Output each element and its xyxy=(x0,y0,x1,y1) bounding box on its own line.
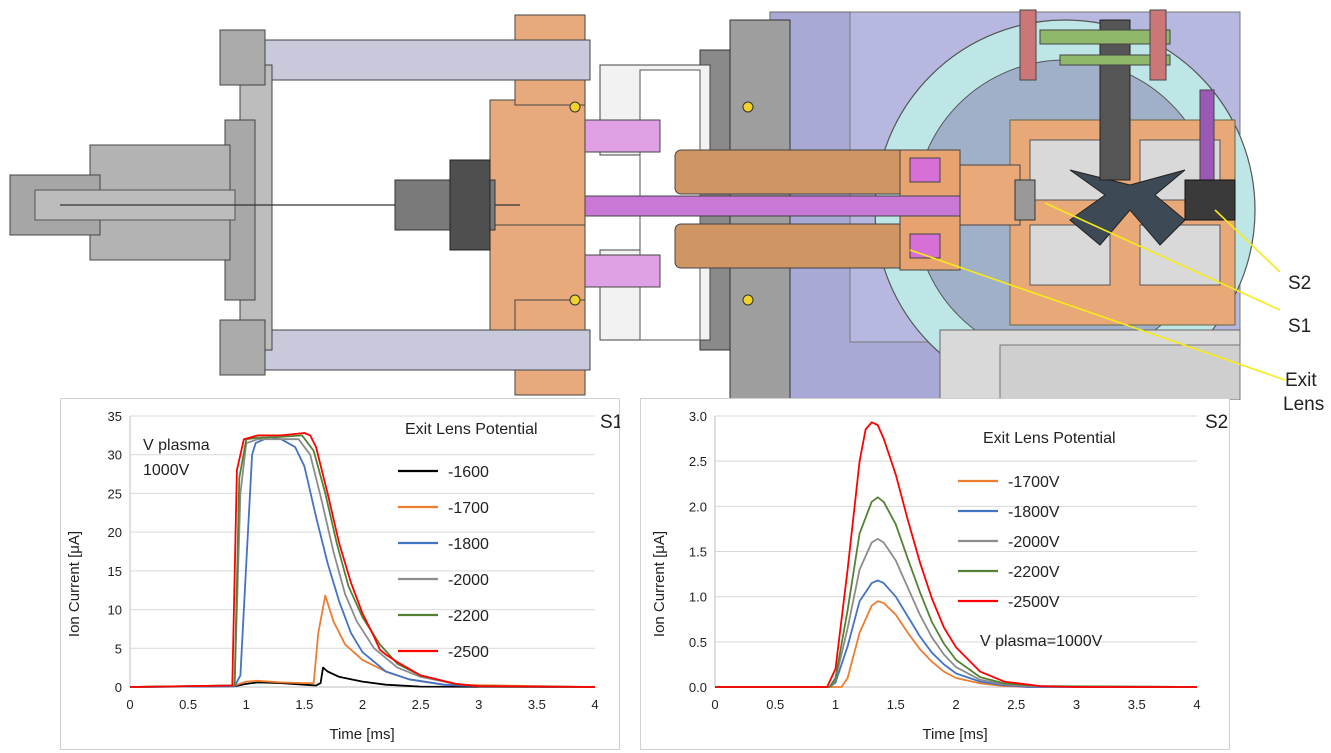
x-tick-label: 0 xyxy=(711,697,718,712)
legend-title: Exit Lens Potential xyxy=(405,421,538,438)
x-tick-label: 1 xyxy=(243,697,250,712)
y-tick-label: 3.0 xyxy=(689,409,707,424)
x-tick-label: 4 xyxy=(591,697,598,712)
series-line-1800V xyxy=(715,579,1197,688)
y-tick-label: 0.5 xyxy=(689,635,707,650)
legend-label: -2200 xyxy=(448,608,489,625)
chart-s1-ion-current: 0 5 10 15 20 25 30 35 0 0.5 1 1.5 2 2.5 3 3.5 4 -1600 -170… xyxy=(60,398,620,750)
apparatus-cross-section-drawing xyxy=(9,9,1286,400)
x-tick-label: 0 xyxy=(126,697,133,712)
y-tick-label: 0.0 xyxy=(689,680,707,695)
legend-label: -1700 xyxy=(448,500,489,517)
chart-s2-ion-current: 0.0 0.5 1.0 1.5 2.0 2.5 3.0 0 0.5 1 1.5 2 2.5 3 3.5 4 -1… xyxy=(640,398,1230,750)
annotation-v-plasma: V plasma xyxy=(143,437,210,454)
y-tick-label: 5 xyxy=(115,641,122,656)
legend-label: -2000V xyxy=(1008,534,1060,551)
legend-title: Exit Lens Potential xyxy=(983,430,1116,447)
y-tick-label: 35 xyxy=(108,409,122,424)
chart-border xyxy=(640,398,1230,750)
legend-label: -1800V xyxy=(1008,504,1060,521)
x-tick-label: 3.5 xyxy=(528,697,546,712)
series-line-2000 xyxy=(129,438,596,688)
y-tick-label: 0 xyxy=(115,680,122,695)
chart-panel-label: S2 xyxy=(1205,412,1228,433)
legend-label: -2200V xyxy=(1008,564,1060,581)
y-tick-label: 25 xyxy=(108,486,122,501)
y-tick-label: 10 xyxy=(108,603,122,618)
series-line-1800 xyxy=(129,436,596,688)
legend-label: -2500V xyxy=(1008,594,1060,611)
x-tick-label: 3 xyxy=(475,697,482,712)
y-tick-label: 15 xyxy=(108,564,122,579)
x-tick-label: 3.5 xyxy=(1128,697,1146,712)
x-tick-label: 1.5 xyxy=(887,697,905,712)
series-line-2500 xyxy=(129,432,596,688)
chart-panel-label: S1 xyxy=(600,412,620,433)
annotation-1000v: 1000V xyxy=(143,462,190,479)
legend-label: -1800 xyxy=(448,536,489,553)
x-axis-label: Time [ms] xyxy=(329,726,394,743)
y-tick-label: 30 xyxy=(108,448,122,463)
series-line-1600 xyxy=(129,666,596,688)
callout-s2: S2 xyxy=(1288,273,1312,294)
annotation-v-plasma: V plasma=1000V xyxy=(980,633,1103,650)
x-tick-label: 0.5 xyxy=(179,697,197,712)
series-line-2500V xyxy=(715,421,1197,688)
x-tick-label: 2 xyxy=(359,697,366,712)
callout-exit-lens-line1: Exit xyxy=(1285,370,1317,391)
legend-label: -2500 xyxy=(448,644,489,661)
y-axis-label: Ion Current [μA] xyxy=(651,531,668,637)
y-axis-label: Ion Current [μA] xyxy=(66,531,83,637)
series-line-1700V xyxy=(715,600,1197,688)
y-tick-label: 1.0 xyxy=(689,590,707,605)
y-tick-label: 2.5 xyxy=(689,454,707,469)
y-tick-label: 1.5 xyxy=(689,545,707,560)
legend-label: -1700V xyxy=(1008,474,1060,491)
x-tick-label: 2 xyxy=(952,697,959,712)
x-tick-label: 2.5 xyxy=(1007,697,1025,712)
callout-s1: S1 xyxy=(1288,316,1312,337)
x-tick-label: 2.5 xyxy=(412,697,430,712)
series-line-2200V xyxy=(715,496,1198,688)
x-tick-label: 3 xyxy=(1073,697,1080,712)
legend-label: -1600 xyxy=(448,464,489,481)
x-tick-label: 1 xyxy=(832,697,839,712)
x-axis-label: Time [ms] xyxy=(922,726,987,743)
x-tick-label: 0.5 xyxy=(766,697,784,712)
x-tick-label: 4 xyxy=(1193,697,1200,712)
legend-label: -2000 xyxy=(448,572,489,589)
y-tick-label: 2.0 xyxy=(689,499,707,514)
series-line-2000V xyxy=(715,538,1198,688)
callout-exit-lens-line2: Lens xyxy=(1283,394,1325,415)
y-tick-label: 20 xyxy=(108,525,122,540)
x-tick-label: 1.5 xyxy=(295,697,313,712)
